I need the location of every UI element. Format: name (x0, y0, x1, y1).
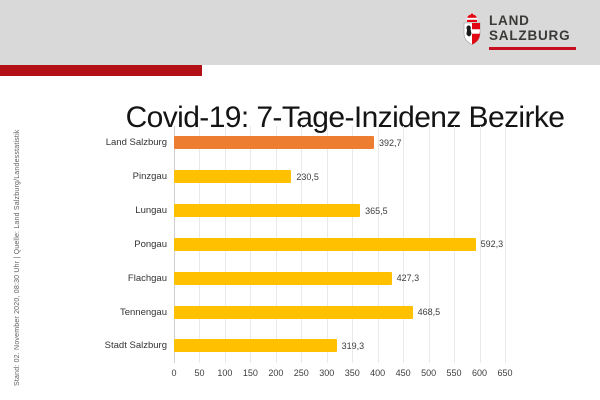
bar-row: 468,5 (174, 295, 505, 329)
x-tick-label: 50 (194, 368, 205, 378)
bar (174, 271, 392, 285)
gridline (505, 126, 506, 363)
bar (174, 136, 374, 150)
bar-row: 392,7 (174, 126, 505, 160)
x-tick-label: 350 (344, 368, 360, 378)
bar (174, 204, 361, 218)
x-tick-label: 450 (395, 368, 411, 378)
logo-line-land: LAND (489, 13, 530, 28)
x-tick-label: 550 (446, 368, 462, 378)
x-tick-label: 300 (319, 368, 335, 378)
category-label: Stadt Salzburg (104, 340, 167, 352)
category-label: Lungau (135, 205, 167, 217)
logo-underline (489, 47, 576, 50)
bar (174, 170, 292, 184)
bar-value-label: 365,5 (365, 205, 388, 216)
x-tick-label: 400 (370, 368, 386, 378)
x-tick-label: 0 (171, 368, 177, 378)
bar (174, 237, 476, 251)
category-label: Pongau (134, 238, 167, 250)
category-label: Pinzgau (132, 171, 167, 183)
x-tick-label: 100 (217, 368, 233, 378)
x-tick-label: 150 (242, 368, 258, 378)
bar-row: 230,5 (174, 160, 505, 194)
x-axis: 0 50 100 150 200 250 300 350 400 450 500 550 600 650 (171, 368, 512, 382)
side-caption: Stand: 02. November 2020, 08:30 Uhr | Qu… (14, 129, 21, 386)
bar-value-label: 392,7 (378, 137, 402, 148)
x-tick-label: 500 (421, 368, 437, 378)
bar-row: 319,3 (174, 329, 505, 363)
gridline (479, 126, 481, 363)
bar-value-label: 468,5 (417, 307, 441, 318)
page-title: Covid-19: 7-Tage-Inzidenz Bezirke (125, 101, 565, 135)
header-band (0, 0, 600, 65)
bar-value-label: 230,5 (296, 171, 319, 182)
bar (174, 339, 337, 353)
bar-value-label: 319,3 (341, 340, 365, 351)
bar-row: 427,3 (174, 261, 505, 295)
category-label: Land Salzburg (105, 137, 167, 149)
x-tick-label: 200 (268, 368, 284, 378)
bar-row: 365,5 (174, 194, 505, 228)
bar (174, 305, 413, 319)
x-tick-label: 650 (497, 368, 513, 378)
logo-text: LAND SALZBURG (489, 13, 576, 50)
logo: LAND SALZBURG (461, 13, 576, 50)
bar-value-label: 427,3 (396, 273, 420, 284)
bar-row: 592,3 (174, 228, 505, 262)
category-label: Flachgau (127, 272, 167, 284)
category-labels: Land Salzburg Pinzgau Lungau Pongau Flachgau… (40, 126, 167, 363)
salzburg-coat-of-arms-icon (463, 13, 481, 45)
category-label: Tennengau (119, 306, 167, 318)
plot-area: 392,7 230,5 365,5 592,3 427,3 468,5 319,3 (174, 126, 506, 363)
x-tick-label: 250 (293, 368, 309, 378)
x-tick-label: 600 (472, 368, 488, 378)
accent-bar (0, 65, 202, 76)
logo-line-salzburg: SALZBURG (489, 28, 571, 43)
bar-value-label: 592,3 (480, 239, 504, 250)
